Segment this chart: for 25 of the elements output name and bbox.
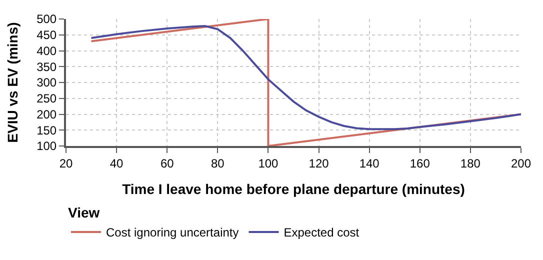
y-tick-label: 300: [36, 76, 57, 90]
line-series: [90, 24, 521, 130]
y-tick-label: 100: [36, 139, 57, 154]
legend-label: Cost ignoring uncertainty: [106, 226, 239, 240]
y-tick-label: 500: [36, 12, 57, 26]
y-tick-label: 350: [36, 60, 57, 74]
y-axis-title: EVIU vs EV (mins): [4, 22, 21, 143]
x-tick-label: 20: [59, 156, 73, 170]
legend-title: View: [68, 204, 100, 221]
x-tick-label: 140: [359, 156, 380, 170]
y-tick-label: 200: [36, 107, 57, 122]
x-tick-label: 80: [210, 156, 225, 170]
x-tick-label: 160: [410, 156, 430, 170]
y-tick-label: 150: [36, 123, 57, 138]
x-tick-label: 60: [160, 156, 174, 170]
x-tick-label: 120: [308, 156, 330, 170]
x-tick-label: 40: [110, 156, 124, 170]
legend-label: Expected cost: [284, 226, 360, 240]
y-tick-label: 400: [36, 44, 57, 58]
x-tick-label: 100: [258, 156, 279, 170]
x-tick-label: 200: [510, 156, 532, 170]
x-tick-label: 180: [460, 156, 481, 170]
y-tick-label: 250: [36, 92, 57, 106]
x-axis-title: Time I leave home before plane departure (minutes): [122, 181, 465, 198]
y-tick-label: 450: [36, 28, 57, 42]
